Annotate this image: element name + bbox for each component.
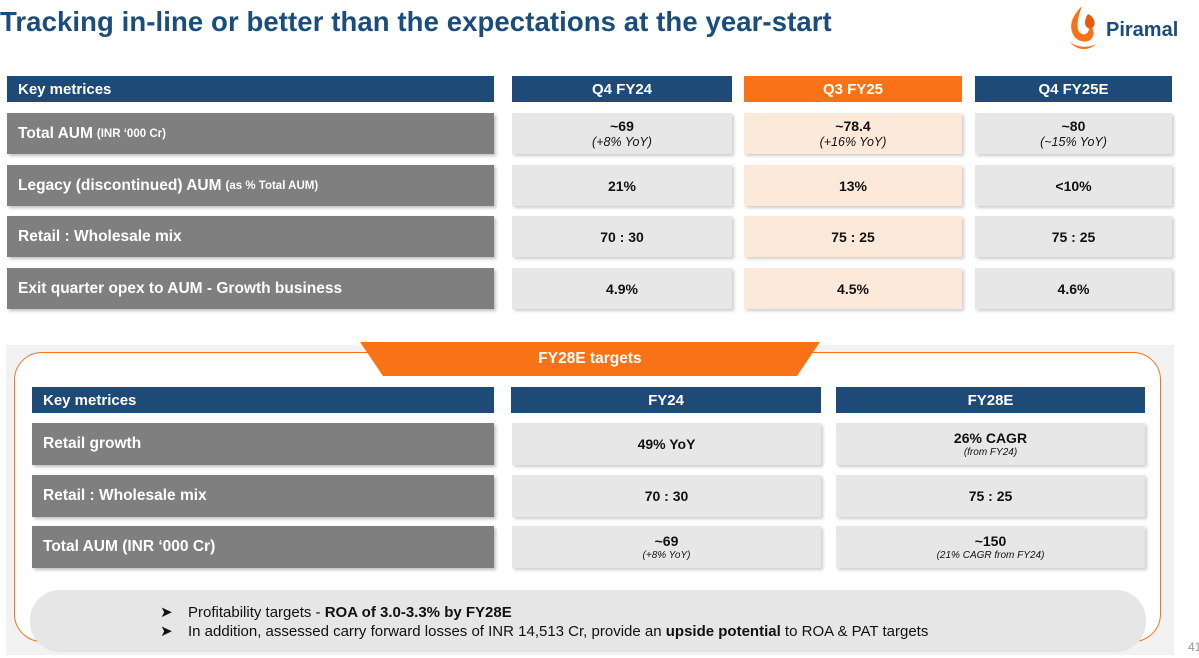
row-label-text: Legacy (discontinued) AUM [18,176,222,194]
bullet-text: In addition, assessed carry forward loss… [188,623,666,640]
top-cell: ~80 (~15% YoY) [975,113,1172,154]
cell-value: 4.5% [837,280,869,297]
targets-row-label: Retail : Wholesale mix [32,475,494,517]
row-label-unit: (as % Total AUM) [225,179,319,192]
top-header-metric: Key metrices [7,76,494,102]
targets-cell: 70 : 30 [512,475,821,517]
bullets-box: ➤ Profitability targets - ROA of 3.0-3.3%… [30,590,1146,652]
top-cell: 70 : 30 [512,216,732,257]
cell-value: 49% YoY [637,436,696,452]
cell-value: ~69 [610,117,634,134]
bullet-item: ➤ In addition, assessed carry forward los… [160,622,1146,641]
top-cell: 4.6% [975,268,1172,309]
row-label-unit: (INR ‘000 Cr) [96,127,166,140]
top-header-q3fy25: Q3 FY25 [744,76,962,102]
cell-value: 21% [607,177,637,194]
bullet-text: to ROA & PAT targets [780,623,929,640]
bullet-bold-text: upside potential [665,623,781,640]
page-title: Tracking in-line or better than the expe… [0,6,832,37]
row-label-text: Exit quarter opex to AUM - Growth busine… [18,279,343,297]
top-cell: 4.9% [512,268,732,309]
top-row-label: Total AUM (INR ‘000 Cr) [7,113,494,154]
cell-value: 4.9% [606,280,638,297]
targets-header-fy24: FY24 [511,387,821,413]
targets-row-label: Retail growth [32,423,494,465]
targets-cell: ~69 (+8% YoY) [512,526,821,568]
top-row-label: Retail : Wholesale mix [7,216,494,257]
top-cell: <10% [975,165,1172,206]
cell-subvalue: (+8% YoY) [642,549,691,561]
cell-value: 13% [838,177,868,194]
page-number: 41 [1188,640,1199,654]
top-row-label: Legacy (discontinued) AUM (as % Total AU… [7,165,494,206]
top-cell: ~69 (+8% YoY) [512,113,732,154]
bullet-arrow-icon: ➤ [160,623,173,640]
top-cell: 75 : 25 [744,216,962,257]
cell-value: ~80 [1061,117,1086,134]
piramal-logo: Piramal [1058,2,1198,54]
cell-value: ~150 [974,532,1007,549]
targets-cell: ~150 (21% CAGR from FY24) [836,526,1145,568]
cell-value: 4.6% [1057,280,1090,297]
flame-icon [1070,6,1096,50]
cell-subvalue: (~15% YoY) [1040,134,1107,149]
targets-header-fy28e: FY28E [836,387,1145,413]
targets-row-label: Total AUM (INR ‘000 Cr) [32,526,494,568]
targets-cell: 75 : 25 [836,475,1145,517]
row-label-text: Retail : Wholesale mix [18,227,182,245]
cell-value: 75 : 25 [968,488,1013,504]
bullet-arrow-icon: ➤ [160,604,173,621]
top-cell: 21% [512,165,732,206]
targets-tab: FY28E targets [360,342,820,376]
top-cell: 75 : 25 [975,216,1172,257]
top-cell: 13% [744,165,962,206]
row-label-text: Total AUM [18,124,93,142]
bullet-text: Profitability targets - [188,604,325,621]
cell-subvalue: (+8% YoY) [592,134,652,149]
cell-value: 75 : 25 [1051,228,1096,245]
cell-subvalue: (from FY24) [963,446,1018,458]
bullet-item: ➤ Profitability targets - ROA of 3.0-3.3%… [160,603,1146,622]
top-cell: ~78.4 (+16% YoY) [744,113,962,154]
targets-cell: 49% YoY [512,423,821,465]
top-header-q4fy24: Q4 FY24 [512,76,732,102]
bullet-bold-text: ROA of 3.0-3.3% by FY28E [324,604,512,621]
targets-header-metric: Key metrices [32,387,494,413]
cell-value: 70 : 30 [600,228,644,245]
top-row-label: Exit quarter opex to AUM - Growth busine… [7,268,494,309]
cell-value: <10% [1055,177,1092,194]
cell-value: ~78.4 [835,117,871,134]
cell-value: 26% CAGR [953,429,1028,446]
cell-value: ~69 [654,532,679,549]
brand-name: Piramal [1106,19,1179,41]
targets-cell: 26% CAGR (from FY24) [836,423,1145,465]
cell-subvalue: (+16% YoY) [819,134,887,149]
top-cell: 4.5% [744,268,962,309]
cell-subvalue: (21% CAGR from FY24) [936,549,1045,561]
top-header-q4fy25e: Q4 FY25E [975,76,1172,102]
cell-value: 75 : 25 [831,228,875,245]
cell-value: 70 : 30 [644,488,689,504]
